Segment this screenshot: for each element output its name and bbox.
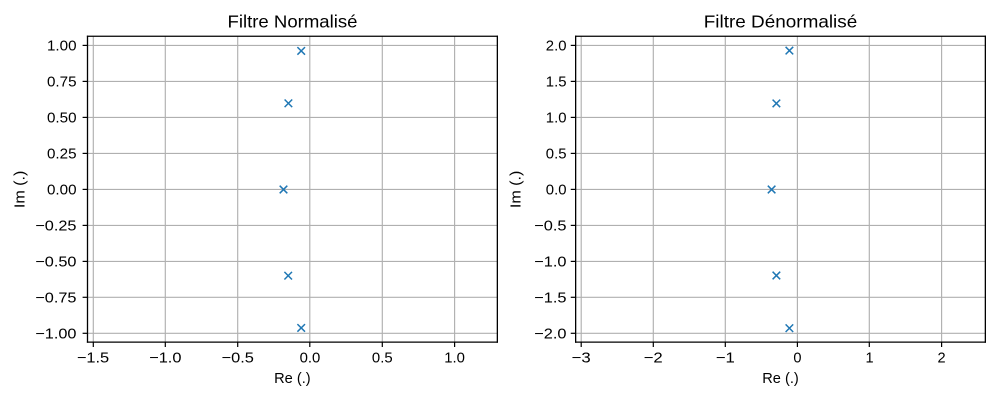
- svg-text:0.75: 0.75: [47, 75, 77, 91]
- svg-text:−3: −3: [572, 351, 591, 367]
- svg-text:−0.75: −0.75: [35, 291, 76, 307]
- svg-text:−1: −1: [716, 351, 735, 367]
- svg-text:−1.5: −1.5: [77, 351, 109, 367]
- svg-text:Re (.): Re (.): [274, 371, 311, 387]
- svg-text:Im (.): Im (.): [509, 171, 525, 209]
- svg-text:−2: −2: [644, 351, 663, 367]
- svg-text:1.0: 1.0: [444, 351, 465, 367]
- svg-text:0.0: 0.0: [546, 183, 567, 199]
- svg-text:−0.25: −0.25: [35, 219, 76, 235]
- svg-text:Filtre Normalisé: Filtre Normalisé: [228, 11, 358, 31]
- svg-text:−0.5: −0.5: [222, 351, 254, 367]
- svg-text:Im (.): Im (.): [13, 171, 29, 209]
- svg-text:1.00: 1.00: [47, 39, 77, 55]
- svg-text:0.0: 0.0: [300, 351, 321, 367]
- svg-text:−1.5: −1.5: [534, 291, 566, 307]
- svg-text:1: 1: [865, 351, 873, 367]
- svg-text:−2.0: −2.0: [534, 327, 566, 343]
- svg-text:Filtre Dénormalisé: Filtre Dénormalisé: [704, 11, 858, 31]
- svg-text:0.50: 0.50: [47, 111, 77, 127]
- svg-text:0: 0: [793, 351, 801, 367]
- svg-text:−1.00: −1.00: [35, 327, 76, 343]
- svg-text:0.00: 0.00: [47, 183, 77, 199]
- svg-text:0.25: 0.25: [47, 147, 77, 163]
- svg-text:Re (.): Re (.): [762, 371, 799, 387]
- svg-text:−1.0: −1.0: [534, 255, 566, 271]
- svg-text:0.5: 0.5: [546, 147, 567, 163]
- svg-text:−1.0: −1.0: [149, 351, 181, 367]
- svg-text:2: 2: [938, 351, 946, 367]
- svg-text:−0.50: −0.50: [35, 255, 76, 271]
- svg-text:0.5: 0.5: [372, 351, 393, 367]
- svg-text:2.0: 2.0: [546, 39, 567, 55]
- svg-text:1.5: 1.5: [546, 75, 567, 91]
- svg-text:1.0: 1.0: [546, 111, 567, 127]
- svg-text:−0.5: −0.5: [534, 219, 566, 235]
